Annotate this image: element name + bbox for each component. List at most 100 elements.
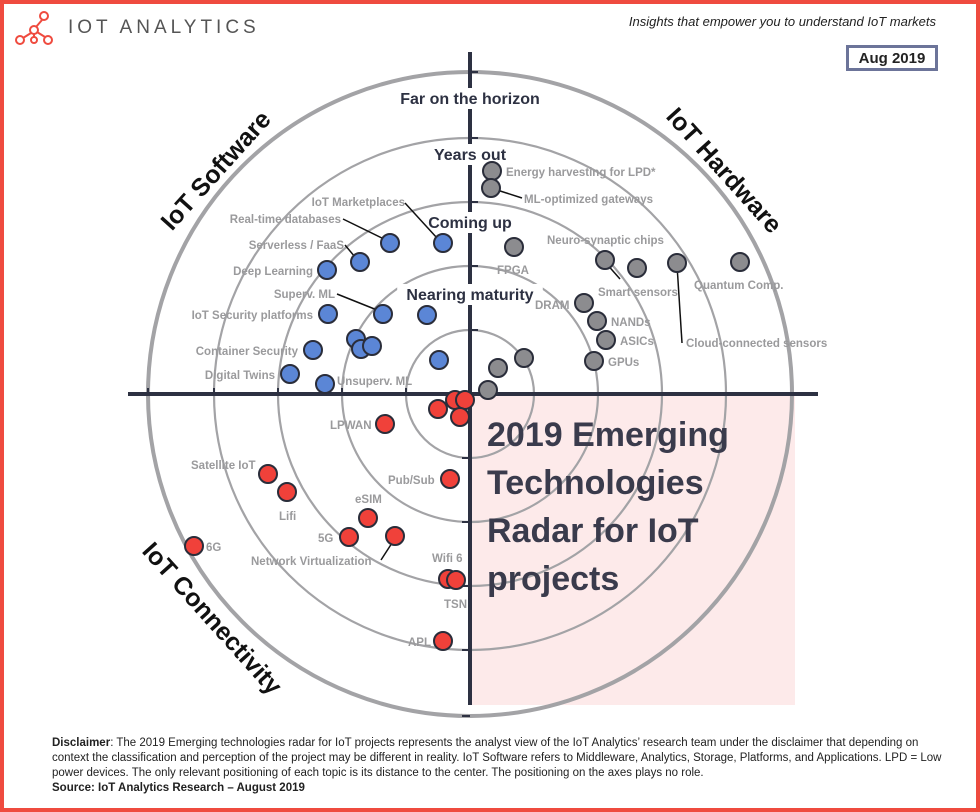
leader-line — [676, 264, 683, 344]
item-label: ML-optimized gateways — [524, 194, 653, 206]
leader-line — [380, 542, 393, 561]
software-dot — [429, 350, 449, 370]
hardware-dot — [478, 380, 498, 400]
hardware-dot — [627, 258, 647, 278]
software-dot — [315, 374, 335, 394]
item-label: IoT Marketplaces — [312, 197, 405, 209]
software-item: IoT Marketplaces — [312, 197, 453, 253]
software-dot — [380, 233, 400, 253]
source-note: Source: IoT Analytics Research – August … — [52, 782, 305, 794]
software-item: Deep Learning — [233, 260, 337, 280]
item-label: Neuro-synaptic chips — [547, 235, 664, 247]
connectivity-item: eSIM — [355, 494, 382, 528]
item-label: APL — [408, 637, 431, 649]
item-label: Smart sensors — [598, 287, 678, 299]
software-dot — [317, 260, 337, 280]
hardware-dot — [514, 348, 534, 368]
software-item: Superv. ML — [274, 289, 393, 324]
hardware-dot — [574, 293, 594, 313]
hardware-item: Quantum Comp. — [694, 252, 783, 292]
item-label: Lifi — [279, 511, 296, 523]
item-label: Pub/Sub — [388, 475, 435, 487]
software-dot — [362, 336, 382, 356]
ring-label: Coming up — [427, 212, 513, 233]
ring-label: Years out — [427, 144, 513, 165]
tagline: Insights that empower you to understand … — [628, 14, 936, 29]
software-dot — [373, 304, 393, 324]
item-label: Quantum Comp. — [694, 280, 783, 292]
item-label: LPWAN — [330, 420, 372, 432]
hardware-dot — [587, 311, 607, 331]
date-badge: Aug 2019 — [846, 45, 938, 71]
item-label: Real-time databases — [230, 214, 341, 226]
item-label: Network Virtualization — [251, 556, 372, 568]
software-item: Digital Twins — [205, 364, 300, 384]
title-line: Technologies — [487, 464, 704, 502]
connectivity-item: 6G — [184, 536, 221, 556]
hardware-dot — [730, 252, 750, 272]
hardware-dot — [595, 250, 615, 270]
software-dot — [303, 340, 323, 360]
leader-line — [336, 293, 378, 311]
software-item: Real-time databases — [230, 214, 400, 253]
connectivity-dot — [446, 570, 466, 590]
connectivity-dot — [358, 508, 378, 528]
item-label: Unsuperv. ML — [337, 376, 412, 388]
highlight-quadrant — [472, 394, 795, 705]
connectivity-item: Lifi — [277, 482, 297, 523]
hardware-dot — [488, 358, 508, 378]
connectivity-item: 5G — [318, 527, 359, 547]
title-line: Radar for IoT — [487, 512, 699, 550]
hardware-dot — [482, 161, 502, 181]
item-label: Serverless / FaaS — [249, 240, 345, 252]
connectivity-dot — [450, 407, 470, 427]
ring-label: Nearing maturity — [397, 284, 543, 305]
connectivity-dot — [385, 526, 405, 546]
software-dot — [417, 305, 437, 325]
item-label: Cloud-connected sensors — [686, 338, 827, 350]
item-label: IoT Security platforms — [192, 310, 313, 322]
software-dot — [350, 252, 370, 272]
hardware-dot — [584, 351, 604, 371]
title-line: projects — [487, 560, 619, 598]
disclaimer-label: Disclaimer — [52, 737, 111, 749]
connectivity-item: Satellite IoT — [191, 460, 278, 484]
hardware-item: DRAM — [535, 293, 594, 313]
leader-line — [342, 218, 385, 240]
item-label: 6G — [206, 542, 221, 554]
item-label: Superv. ML — [274, 289, 335, 301]
software-item: Container Security — [196, 340, 323, 360]
hardware-item: ML-optimized gateways — [481, 178, 653, 206]
hardware-item: Smart sensors — [598, 258, 678, 299]
hardware-item: Energy harvesting for LPD* — [482, 161, 656, 181]
connectivity-dot — [428, 399, 448, 419]
quadrant-title-hardware: IoT Hardware — [661, 102, 788, 239]
item-label: NANDs — [611, 317, 651, 329]
hardware-item: Cloud-connected sensors — [667, 253, 827, 350]
ring-labels: Nearing maturity Coming up Years out Far on… — [388, 88, 552, 305]
software-item: Serverless / FaaS — [249, 240, 370, 272]
connectivity-dot — [184, 536, 204, 556]
software-dot — [433, 233, 453, 253]
hardware-dot — [596, 330, 616, 350]
leader-line — [404, 202, 438, 239]
hardware-item: ASICs — [596, 330, 654, 350]
item-label: Container Security — [196, 346, 299, 358]
item-label: Wifi 6 — [432, 553, 463, 565]
ring-label-text: Coming up — [428, 215, 512, 232]
connectivity-dot — [339, 527, 359, 547]
connectivity-dot — [433, 631, 453, 651]
software-dot — [280, 364, 300, 384]
connectivity-item: LPWAN — [330, 414, 395, 434]
ring-label: Far on the horizon — [388, 88, 552, 109]
disclaimer: Disclaimer: The 2019 Emerging technologi… — [52, 736, 952, 796]
hardware-dot — [481, 178, 501, 198]
item-label: Digital Twins — [205, 370, 275, 382]
logo-icon — [15, 11, 53, 45]
ring-label-text: Years out — [434, 147, 507, 164]
leader-line — [496, 189, 523, 199]
ring-label-text: Nearing maturity — [406, 287, 533, 304]
item-label: Satellite IoT — [191, 460, 256, 472]
item-label: FPGA — [497, 265, 529, 277]
